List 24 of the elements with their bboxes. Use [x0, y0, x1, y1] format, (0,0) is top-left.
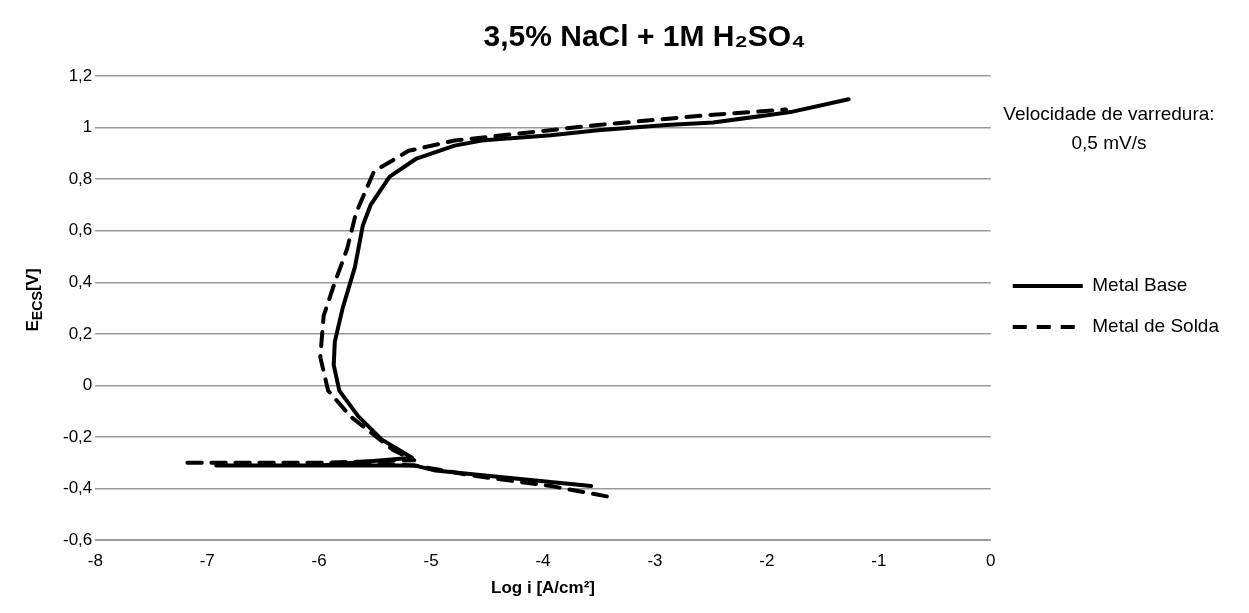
text: Velocidade de varredura: 0,5 mV/s — [1002, 102, 1216, 155]
y-tick-label: 0,6 — [68, 220, 93, 240]
y-tick-label: 0,2 — [68, 323, 93, 343]
x-tick-label: -6 — [311, 551, 327, 571]
x-tick-label: 0 — [986, 551, 996, 571]
x-axis-title: Log i [A/cm²] — [491, 578, 595, 598]
x-tick-label: -8 — [87, 551, 103, 571]
y-tick-label: 0,8 — [68, 168, 93, 188]
y-tick-label: -0,4 — [63, 478, 93, 498]
y-tick-label: -0,6 — [63, 529, 93, 549]
y-tick-label: 1,2 — [68, 65, 93, 85]
x-tick-label: -4 — [535, 551, 551, 571]
y-tick-label: 0,4 — [68, 272, 93, 291]
legend-label: Metal de Solda — [1092, 315, 1220, 337]
x-tick-label: -5 — [423, 551, 439, 571]
x-tick-label: -3 — [647, 551, 663, 571]
x-tick-label: -7 — [199, 551, 215, 571]
y-tick-label: -0,2 — [63, 426, 93, 446]
chart-title: 3,5% NaCl + 1M H₂SO₄ — [483, 19, 806, 53]
x-tick-label: -1 — [871, 551, 887, 571]
x-tick-label: -2 — [759, 551, 775, 571]
y-tick-label: 0 — [82, 375, 93, 395]
legend-label: Metal Base — [1092, 274, 1188, 296]
y-tick-label: 1 — [82, 117, 93, 137]
